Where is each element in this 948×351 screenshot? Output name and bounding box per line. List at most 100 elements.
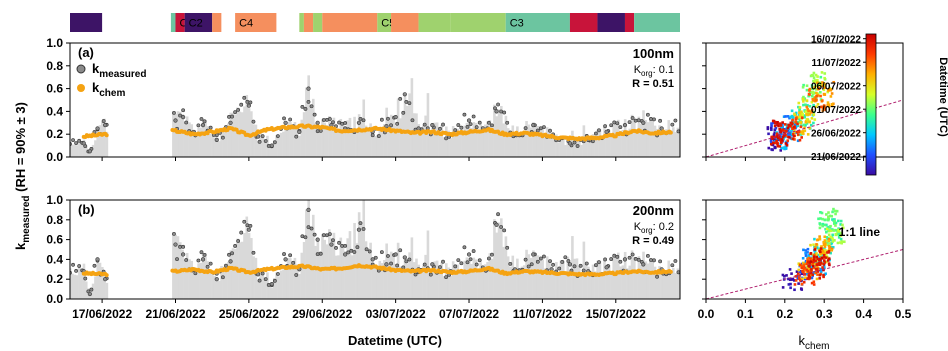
measured-point: [630, 252, 635, 257]
measured-bar: [616, 119, 620, 157]
measured-bar: [513, 135, 517, 157]
measured-bar: [451, 126, 455, 157]
measured-bar: [612, 124, 615, 157]
measured-bar: [325, 244, 329, 299]
measured-point: [535, 259, 540, 264]
timeline-segment: [212, 13, 222, 32]
scatter-point: [804, 276, 807, 279]
scatter-point: [810, 262, 814, 266]
measured-bar: [525, 249, 528, 299]
scatter-point: [839, 237, 843, 241]
scatter-point: [832, 207, 835, 211]
measured-bar: [559, 136, 563, 157]
x-tick-label: 25/06/2022: [219, 307, 279, 321]
measured-bar: [376, 134, 379, 157]
measured-bar: [229, 112, 233, 157]
measured-bar: [190, 260, 194, 299]
measured-bar: [412, 113, 416, 157]
scatter-point: [819, 252, 823, 255]
measured-bar: [598, 129, 602, 157]
scatter-point: [830, 247, 834, 251]
scatter-point: [822, 264, 826, 267]
measured-bar: [201, 121, 205, 157]
scatter-point: [770, 124, 773, 128]
scatter-point: [800, 116, 804, 120]
scatter-point: [826, 218, 830, 222]
measured-bar: [337, 255, 340, 299]
measured-bar: [497, 222, 501, 299]
measured-point: [636, 118, 641, 123]
measured-bar: [371, 133, 375, 157]
measured-point: [604, 129, 609, 135]
measured-point: [490, 252, 494, 257]
measured-bar: [188, 122, 191, 157]
measured-bar: [380, 263, 384, 299]
scatter-point: [809, 263, 812, 267]
measured-bar: [181, 249, 184, 299]
measured-bar: [568, 272, 572, 299]
measured-point: [103, 122, 108, 128]
measured-bar: [628, 265, 632, 299]
scatter-point: [812, 258, 816, 261]
scatter-point: [804, 110, 808, 113]
measured-bar: [644, 120, 648, 157]
measured-bar: [314, 123, 317, 157]
measured-bar: [522, 132, 526, 157]
measured-point: [331, 238, 335, 243]
measured-bar: [488, 253, 492, 299]
measured-point: [597, 128, 601, 133]
scatter-point: [780, 125, 783, 129]
measured-point: [260, 271, 265, 276]
measured-point: [471, 114, 476, 119]
measured-bar: [483, 124, 487, 157]
scatter-point: [781, 273, 785, 277]
colorbar-tick-label: 26/06/2022: [811, 129, 861, 140]
measured-point: [315, 120, 320, 125]
measured-bar: [463, 260, 466, 299]
scatter-point: [824, 108, 827, 111]
scatter-point: [775, 139, 778, 143]
measured-bar: [396, 98, 400, 157]
measured-bar: [328, 116, 331, 157]
scatter-point: [840, 231, 843, 235]
chem-series: [81, 123, 673, 142]
scatter-point: [822, 248, 826, 252]
scatter-point: [812, 76, 816, 80]
scatter-point: [807, 109, 810, 113]
measured-bar: [204, 253, 207, 299]
measured-bar: [199, 127, 203, 157]
measured-bar: [378, 128, 382, 157]
scatter-point: [782, 115, 786, 118]
measured-point: [81, 141, 86, 146]
measured-point: [236, 107, 241, 112]
scatter-point: [822, 273, 825, 277]
measured-point: [321, 118, 326, 122]
measured-point: [364, 247, 369, 252]
scatter-point: [798, 270, 802, 274]
measured-bar: [509, 266, 512, 299]
measured-point: [303, 107, 308, 111]
measured-point: [228, 259, 233, 264]
measured-bar: [653, 266, 657, 299]
scatter-point: [808, 104, 812, 108]
measured-point: [379, 117, 384, 122]
measured-point: [477, 258, 482, 263]
measured-point: [567, 262, 573, 267]
scatter-point: [815, 252, 818, 255]
timeline-segment: [299, 13, 304, 32]
scatter-point: [823, 266, 826, 270]
measured-point: [172, 231, 176, 236]
scatter-point: [821, 217, 824, 221]
measured-bar: [284, 128, 288, 157]
scatter-point: [832, 222, 836, 225]
measured-bar: [389, 251, 393, 299]
measured-point: [673, 118, 678, 123]
measured-bar: [653, 125, 657, 157]
measured-point: [505, 120, 510, 125]
scatter-point: [780, 141, 783, 144]
measured-point: [535, 128, 540, 133]
scatter-point: [817, 87, 820, 90]
measured-bar: [286, 258, 290, 299]
scatter-point: [838, 232, 842, 236]
scatter-point: [822, 243, 826, 247]
